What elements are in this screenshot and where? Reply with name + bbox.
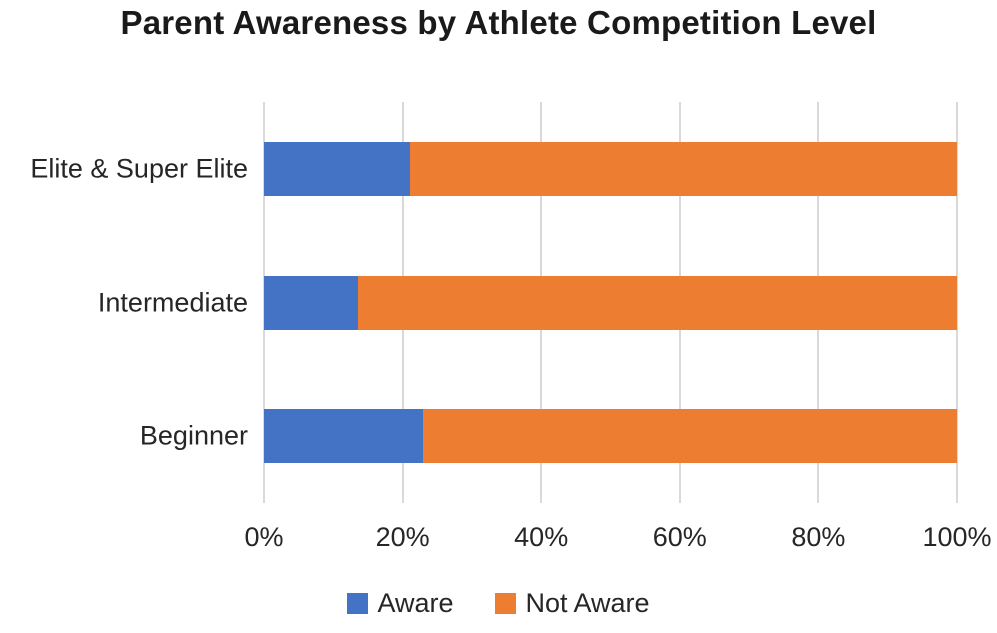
legend-label: Not Aware (525, 588, 650, 618)
plot-area (263, 102, 958, 503)
bar-segment-aware (264, 141, 410, 196)
category-label: Intermediate (97, 287, 248, 317)
legend-swatch-icon (495, 593, 517, 614)
bar-row (264, 275, 957, 330)
category-label: Elite & Super Elite (30, 153, 248, 184)
chart-title: Parent Awareness by Athlete Competition … (120, 4, 877, 41)
x-tick-label: 20% (375, 522, 430, 552)
category-label: Beginner (139, 420, 248, 451)
x-tick-label: 100% (922, 522, 992, 552)
bar-row (264, 409, 957, 464)
legend: Aware Not Aware (0, 588, 997, 619)
x-tick-label: 0% (244, 522, 284, 552)
x-tick-label: 60% (652, 522, 707, 552)
x-tick-label: 80% (791, 522, 846, 552)
value-axis: 0% 20% 40% 60% 80% 100% (244, 522, 991, 558)
bar-segment-aware (264, 409, 424, 464)
bar-segment-not-aware (409, 141, 957, 196)
category-axis: Elite & Super Elite Intermediate Beginner (0, 102, 248, 503)
legend-swatch-icon (347, 593, 369, 614)
bar-segment-not-aware (357, 275, 957, 330)
legend-item-not-aware: Not Aware (495, 588, 650, 619)
bar-segment-aware (264, 275, 358, 330)
legend-item-aware: Aware (347, 588, 453, 619)
bar-row (264, 141, 957, 196)
bar-segment-not-aware (423, 409, 957, 464)
gridline (956, 102, 958, 503)
legend-label: Aware (377, 588, 454, 618)
x-tick-label: 40% (514, 522, 569, 552)
